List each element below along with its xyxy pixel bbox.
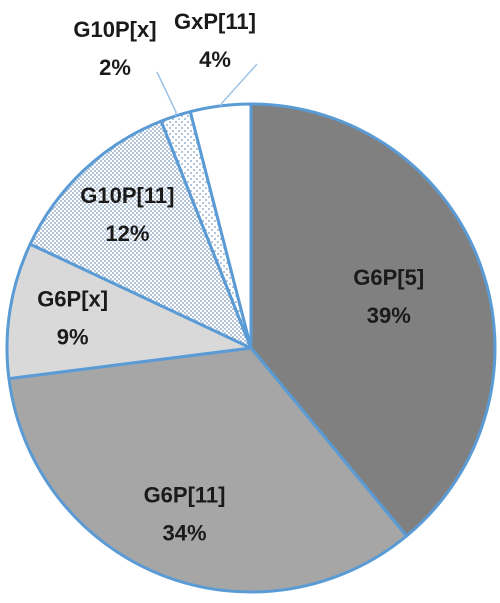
value-label: 39%	[367, 303, 411, 328]
value-label: 2%	[99, 55, 131, 80]
leader-line	[156, 71, 177, 117]
value-label: 9%	[57, 325, 89, 350]
value-label: 12%	[105, 221, 149, 246]
slice-label: G10P[x]	[73, 17, 156, 42]
pie-slice	[5, 242, 253, 381]
slice-label: G10P[11]	[80, 183, 174, 208]
pie-slice	[7, 346, 409, 594]
slice-label: GxP[11]	[174, 9, 256, 34]
pie-slice	[249, 102, 497, 538]
slice-label: G6P[11]	[144, 483, 226, 508]
slice-label: G6P[5]	[353, 265, 424, 290]
value-label: 4%	[199, 47, 231, 72]
leader-line	[219, 63, 258, 107]
pie-slice	[28, 119, 253, 350]
pie-slice	[188, 102, 253, 350]
value-label: 34%	[163, 521, 207, 546]
slice-label: G6P[x]	[37, 287, 108, 312]
